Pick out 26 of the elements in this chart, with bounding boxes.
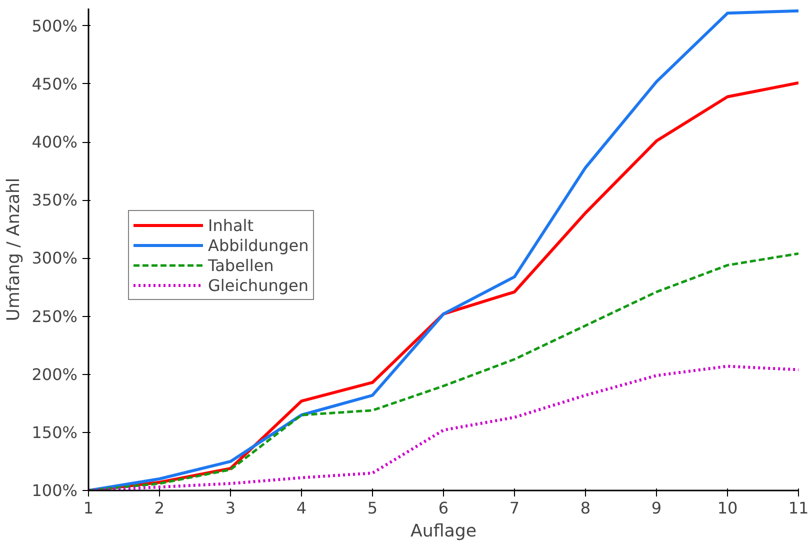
x-tick-label: 11 xyxy=(788,498,809,518)
legend-label: Abbildungen xyxy=(208,236,309,254)
y-tick-label: 500% xyxy=(32,16,78,36)
x-tick-label: 7 xyxy=(509,498,520,518)
x-tick-label: 8 xyxy=(580,498,591,518)
y-tick-label: 200% xyxy=(32,364,78,384)
y-tick-label: 450% xyxy=(32,74,78,94)
x-tick-label: 4 xyxy=(296,498,307,518)
legend-label: Inhalt xyxy=(208,216,254,234)
y-tick-label: 150% xyxy=(32,422,78,442)
y-tick-label: 100% xyxy=(32,481,78,500)
x-tick-label: 9 xyxy=(651,498,662,518)
x-tick-label: 3 xyxy=(225,498,236,518)
y-axis-title: Umfang / Anzahl xyxy=(4,178,24,322)
x-tick-label: 6 xyxy=(438,498,449,518)
x-tick-label: 5 xyxy=(367,498,378,518)
x-tick-label: 10 xyxy=(717,498,738,518)
y-tick-label: 250% xyxy=(32,306,78,326)
legend-label: Tabellen xyxy=(208,256,274,274)
x-tick-label: 2 xyxy=(154,498,165,518)
x-tick-label: 1 xyxy=(83,498,94,518)
y-tick-label: 350% xyxy=(32,190,78,210)
legend-label: Gleichungen xyxy=(208,276,308,294)
y-tick-label: 300% xyxy=(32,248,78,268)
y-tick-label: 400% xyxy=(32,132,78,152)
x-axis-title: Auflage xyxy=(410,522,477,542)
